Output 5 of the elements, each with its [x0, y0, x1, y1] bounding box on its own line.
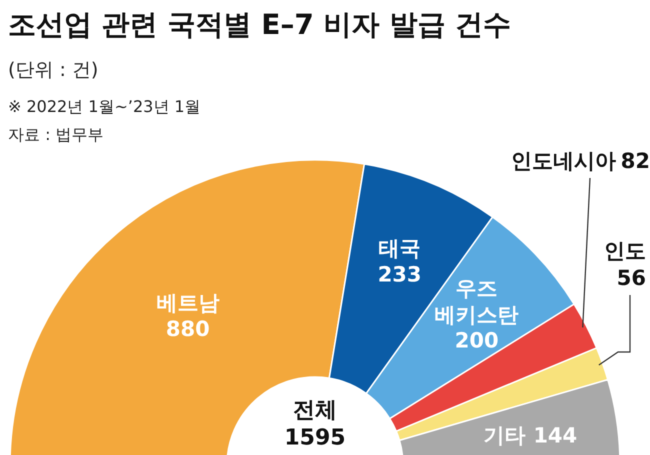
subtitle: (단위 : 건) — [8, 59, 98, 81]
note: ※ 2022년 1월~’23년 1월 — [8, 97, 201, 116]
source: 자료 : 법무부 — [8, 125, 104, 144]
total: 전체 1595 — [284, 398, 346, 450]
title: 조선업 관련 국적별 E–7 비자 발급 건수 — [8, 8, 512, 41]
